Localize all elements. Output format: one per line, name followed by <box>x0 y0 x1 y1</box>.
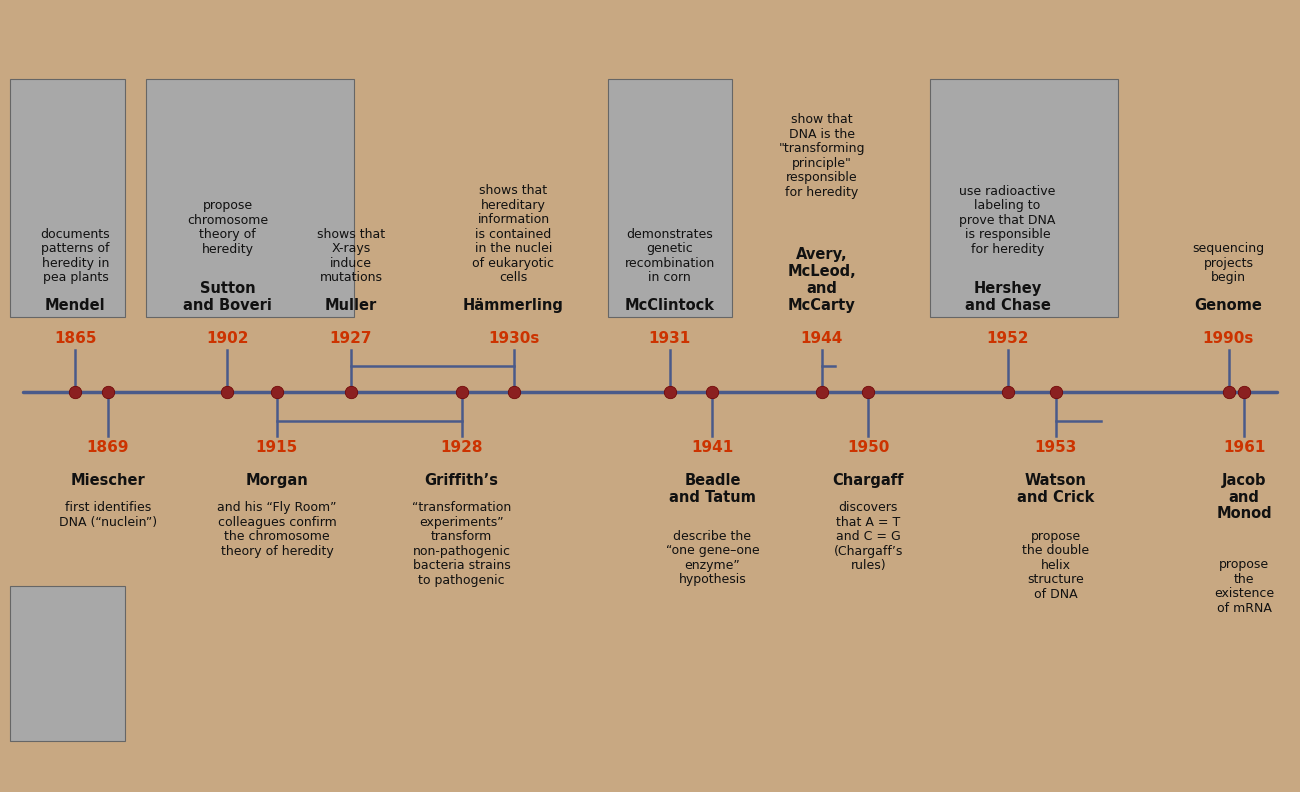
Text: Avery,
McLeod,
and
McCarty: Avery, McLeod, and McCarty <box>788 247 855 313</box>
Text: and his “Fly Room”
colleagues confirm
the chromosome
theory of heredity: and his “Fly Room” colleagues confirm th… <box>217 501 337 558</box>
Bar <box>10 79 125 317</box>
Text: Hämmerling: Hämmerling <box>463 298 564 313</box>
Bar <box>608 79 732 317</box>
Text: 1915: 1915 <box>256 440 298 455</box>
Text: show that
DNA is the
"transforming
principle"
responsible
for heredity: show that DNA is the "transforming princ… <box>779 113 864 199</box>
Text: discovers
that A = T
and C = G
(Chargaff’s
rules): discovers that A = T and C = G (Chargaff… <box>833 501 904 573</box>
Text: 1950: 1950 <box>848 440 889 455</box>
Text: 1865: 1865 <box>55 331 96 346</box>
Text: propose
chromosome
theory of
heredity: propose chromosome theory of heredity <box>187 200 268 256</box>
Text: use radioactive
labeling to
prove that DNA
is responsible
for heredity: use radioactive labeling to prove that D… <box>959 185 1056 256</box>
Bar <box>146 79 354 317</box>
Text: Mendel: Mendel <box>46 298 105 313</box>
Text: Watson
and Crick: Watson and Crick <box>1017 473 1095 505</box>
Text: 1952: 1952 <box>987 331 1028 346</box>
Text: 1931: 1931 <box>649 331 690 346</box>
Text: Miescher: Miescher <box>70 473 146 488</box>
Text: documents
patterns of
heredity in
pea plants: documents patterns of heredity in pea pl… <box>40 228 110 284</box>
Text: Jacob
and
Monod: Jacob and Monod <box>1217 473 1271 521</box>
Text: shows that
X-rays
induce
mutations: shows that X-rays induce mutations <box>317 228 385 284</box>
Text: Morgan: Morgan <box>246 473 308 488</box>
Text: shows that
hereditary
information
is contained
in the nuclei
of eukaryotic
cells: shows that hereditary information is con… <box>472 185 555 284</box>
Bar <box>930 79 1118 317</box>
Text: 1902: 1902 <box>207 331 248 346</box>
Text: 1953: 1953 <box>1035 440 1076 455</box>
Text: Muller: Muller <box>325 298 377 313</box>
Text: Hershey
and Chase: Hershey and Chase <box>965 281 1050 313</box>
Text: 1927: 1927 <box>330 331 372 346</box>
Text: Beadle
and Tatum: Beadle and Tatum <box>670 473 755 505</box>
Text: Sutton
and Boveri: Sutton and Boveri <box>183 281 272 313</box>
Text: first identifies
DNA (“nuclein”): first identifies DNA (“nuclein”) <box>58 501 157 529</box>
Text: “transformation
experiments”
transform
non-pathogenic
bacteria strains
to pathog: “transformation experiments” transform n… <box>412 501 511 587</box>
Text: Chargaff: Chargaff <box>833 473 905 488</box>
Text: describe the
“one gene–one
enzyme”
hypothesis: describe the “one gene–one enzyme” hypot… <box>666 530 759 586</box>
Text: 1928: 1928 <box>441 440 482 455</box>
Text: 1930s: 1930s <box>488 331 540 346</box>
Text: 1990s: 1990s <box>1202 331 1254 346</box>
Text: 1961: 1961 <box>1223 440 1265 455</box>
Text: McClintock: McClintock <box>624 298 715 313</box>
Text: demonstrates
genetic
recombination
in corn: demonstrates genetic recombination in co… <box>624 228 715 284</box>
Text: Griffith’s: Griffith’s <box>425 473 498 488</box>
Text: propose
the
existence
of mRNA: propose the existence of mRNA <box>1214 558 1274 615</box>
Text: sequencing
projects
begin: sequencing projects begin <box>1192 242 1265 284</box>
Text: 1944: 1944 <box>801 331 842 346</box>
Text: Genome: Genome <box>1195 298 1262 313</box>
Text: 1869: 1869 <box>87 440 129 455</box>
Text: propose
the double
helix
structure
of DNA: propose the double helix structure of DN… <box>1022 530 1089 601</box>
Text: 1941: 1941 <box>692 440 733 455</box>
Bar <box>10 586 125 741</box>
